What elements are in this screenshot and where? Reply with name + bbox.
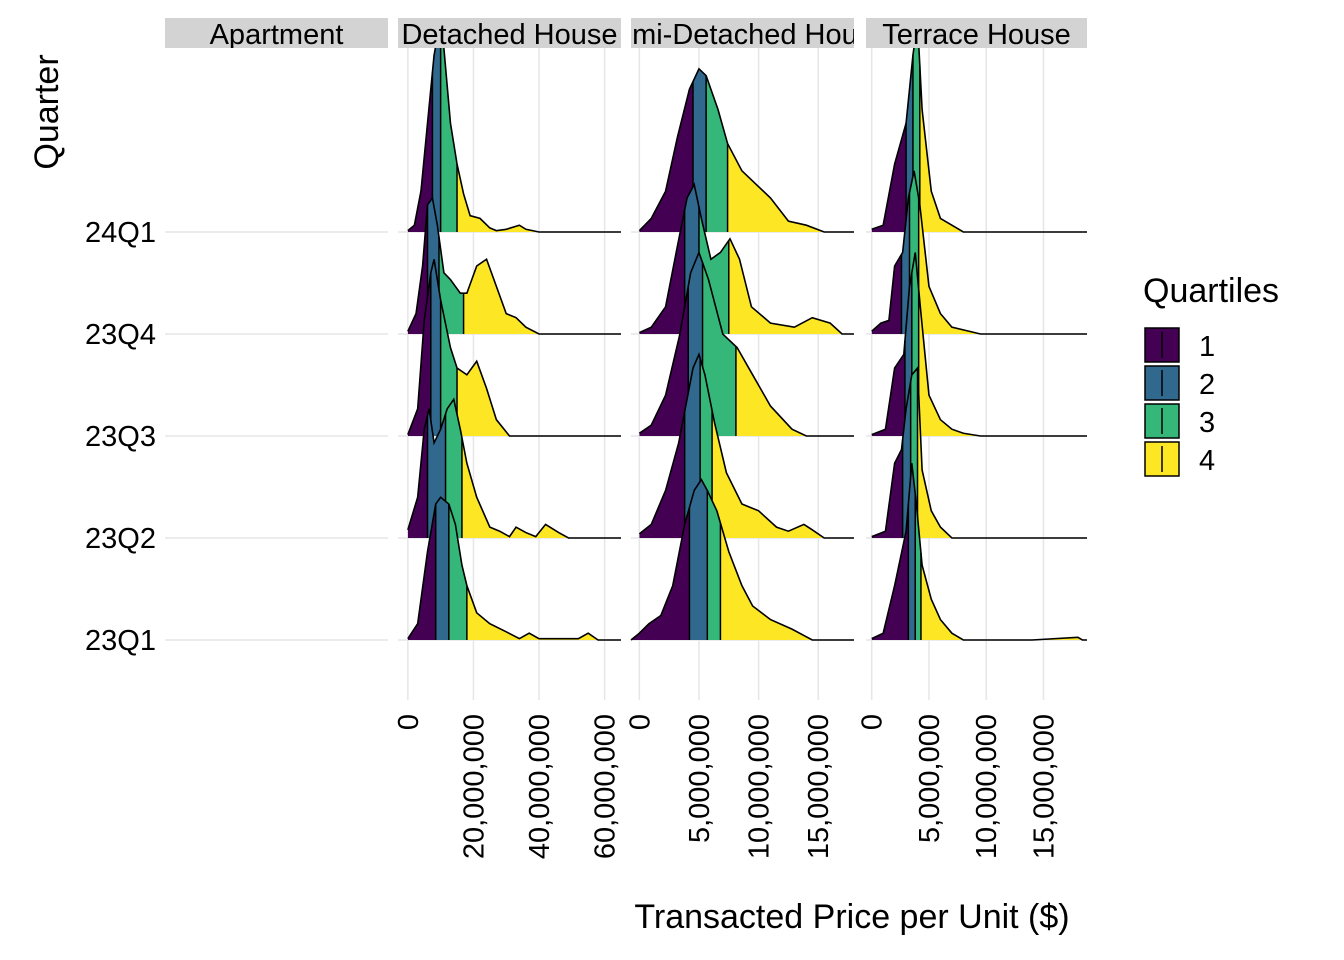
ridge-24Q1 [638, 67, 854, 233]
facet-title: Apartment [210, 19, 344, 51]
density-outline [871, 252, 1087, 437]
quartile-3-area [915, 493, 921, 640]
quartile-4-area [920, 552, 1083, 640]
quartile-1-area [639, 81, 694, 232]
density-outline [407, 196, 621, 335]
ridge-23Q1 [871, 463, 1087, 641]
density-outline [871, 463, 1087, 641]
x-tick-label: 0 [393, 714, 425, 730]
quartile-3-area [702, 262, 736, 436]
quartile-1-area [639, 286, 689, 436]
x-tick-label: 5,000,000 [684, 714, 716, 843]
density-outline [407, 496, 621, 641]
legend: Quartiles 1 2 3 4 [1143, 272, 1279, 477]
legend-label: 4 [1199, 445, 1215, 477]
x-tick-label: 60,000,000 [590, 714, 622, 859]
y-tick-label: 23Q4 [85, 319, 156, 351]
ridge-24Q1 [871, 21, 1087, 233]
quartile-4-area [463, 259, 540, 334]
quartile-1-area [639, 209, 685, 334]
legend-label: 2 [1199, 369, 1215, 401]
ridge-24Q1 [407, 27, 621, 233]
legend-label: 3 [1199, 407, 1215, 439]
x-tick-label: 0 [857, 714, 889, 730]
quartile-3-area [706, 75, 728, 232]
density-outline [407, 27, 621, 233]
quartile-3-area [438, 237, 464, 334]
grid-layer [165, 48, 1087, 700]
quartile-4-area [457, 164, 540, 232]
density-outline [638, 352, 854, 539]
quartile-1-area [407, 72, 433, 232]
x-tick-label: 10,000,000 [971, 714, 1003, 859]
quartile-3-area [707, 490, 721, 640]
quartile-1-area [871, 504, 909, 640]
x-tick-label: 15,000,000 [1028, 714, 1060, 859]
density-outline [630, 478, 854, 641]
quartile-2-area [901, 192, 910, 334]
y-axis-title: Quarter [28, 54, 66, 169]
quartile-4-area [720, 523, 813, 640]
facet-strip [398, 18, 621, 48]
quartile-4-area [461, 437, 569, 538]
quartile-2-area [432, 28, 441, 232]
quartile-4-area [917, 368, 952, 538]
x-tick-label: 0 [624, 714, 656, 730]
y-tick-label: 23Q3 [85, 421, 156, 453]
quartile-1-area [407, 504, 436, 640]
quartile-1-area [871, 340, 905, 436]
quartile-1-area [407, 272, 431, 436]
x-tick-label: 10,000,000 [744, 714, 776, 859]
quartile-4-area [712, 410, 825, 538]
facet-title: Semi-Detached House [597, 19, 889, 51]
quartile-4-area [727, 143, 825, 232]
quartile-1-area [871, 123, 907, 232]
density-outline [407, 397, 621, 539]
quartile-1-area [639, 411, 685, 538]
density-outline [871, 170, 1087, 335]
x-tick-label: 5,000,000 [914, 714, 946, 843]
quartile-3-area [445, 399, 462, 538]
quartile-2-area [435, 497, 449, 640]
legend-title: Quartiles [1143, 272, 1279, 310]
axes-layer: 0 20,000,000 40,000,000 60,000,000 0 5,000,00… [85, 217, 1060, 859]
quartile-1-area [407, 204, 428, 334]
density-outline [638, 67, 854, 233]
facet-title: Detached House [401, 19, 617, 51]
y-tick-label: 23Q2 [85, 523, 156, 555]
density-outline [871, 365, 1087, 539]
quartile-4-area [918, 289, 981, 436]
y-tick-label: 23Q1 [85, 625, 156, 657]
facet-strip [631, 18, 854, 48]
facet-strip [866, 18, 1087, 48]
ridge-23Q2 [871, 365, 1087, 539]
quartile-1-area [407, 415, 428, 538]
density-outline [638, 250, 854, 437]
facet-title: Terrace House [882, 19, 1071, 51]
density-outline [407, 259, 621, 437]
x-tick-label: 40,000,000 [524, 714, 556, 859]
x-axis-title: Transacted Price per Unit ($) [634, 898, 1069, 936]
quartile-4-area [466, 585, 599, 640]
density-outline [871, 21, 1087, 233]
quartile-4-area [457, 361, 510, 436]
density-outline [639, 182, 854, 335]
y-tick-label: 24Q1 [85, 217, 156, 249]
quartile-2-area [908, 463, 916, 640]
legend-label: 1 [1199, 331, 1215, 363]
ridge-23Q1 [630, 478, 854, 641]
ridge-23Q1 [407, 496, 621, 641]
ridges-layer [407, 21, 1087, 641]
quartile-1-area [631, 507, 690, 640]
x-tick-label: 15,000,000 [803, 714, 835, 859]
quartile-2-area [689, 479, 708, 640]
facet-strip [165, 18, 388, 48]
quartile-3-area [448, 504, 467, 640]
quartile-2-area [430, 259, 441, 436]
quartile-4-area [735, 346, 807, 436]
x-tick-label: 20,000,000 [458, 714, 490, 859]
quartile-3-area [440, 34, 458, 232]
